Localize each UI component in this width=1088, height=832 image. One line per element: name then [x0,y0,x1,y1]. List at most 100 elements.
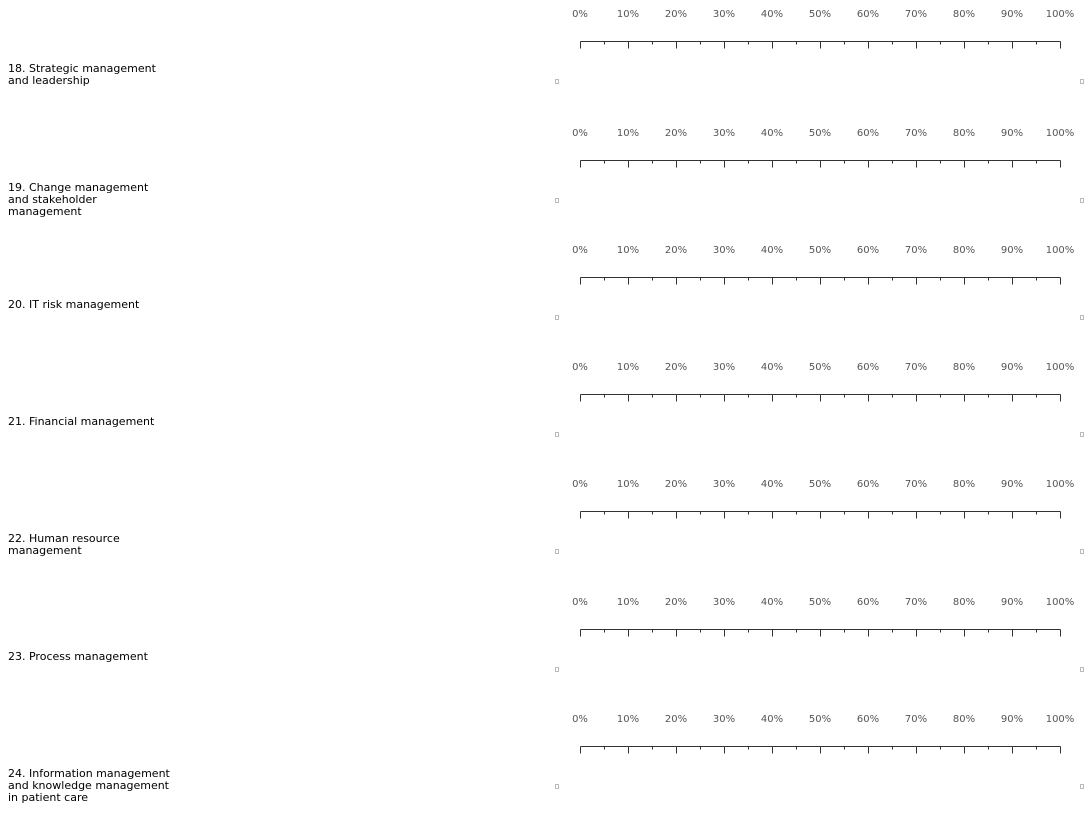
scale-label: 20% [664,245,688,256]
scale-label: 70% [904,714,928,725]
slider-max-handle-icon[interactable] [1080,432,1084,437]
scale-label: 20% [664,362,688,373]
question-label: 21. Financial management [8,415,155,428]
scale-label: 70% [904,362,928,373]
scale-label: 40% [760,245,784,256]
question-row: 0% 10% 20% 30% 40% 50% 60% 70% 80% 90% 100% 22. Hum… [0,479,1088,597]
scale-label: 10% [616,597,640,608]
scale-label: 90% [1000,245,1024,256]
slider-min-handle-icon[interactable] [555,79,559,84]
scale-label: 30% [712,597,736,608]
scale-label: 90% [1000,597,1024,608]
scale-label: 70% [904,597,928,608]
scale-label: 20% [664,9,688,20]
scale-slider-track[interactable] [560,621,1088,641]
scale-labels: 0% 10% 20% 30% 40% 50% 60% 70% 80% 90% 100% [560,362,1088,378]
scale-slider-track[interactable] [560,152,1088,172]
scale-label: 100% [1045,597,1075,608]
scale-label: 10% [616,128,640,139]
scale-label: 20% [664,597,688,608]
question-label: 24. Information management and knowledge… [8,767,170,804]
scale-label: 10% [616,9,640,20]
scale-label: 90% [1000,362,1024,373]
slider-max-handle-icon[interactable] [1080,784,1084,789]
scale-label: 50% [808,128,832,139]
scale-labels: 0% 10% 20% 30% 40% 50% 60% 70% 80% 90% 100% [560,597,1088,613]
scale-label: 60% [856,128,880,139]
scale-label: 70% [904,479,928,490]
scale-labels: 0% 10% 20% 30% 40% 50% 60% 70% 80% 90% 100% [560,128,1088,144]
scale-label: 0% [572,597,588,608]
scale-label: 30% [712,245,736,256]
scale-label: 20% [664,479,688,490]
scale-label: 10% [616,362,640,373]
scale-label: 90% [1000,714,1024,725]
question-row: 0% 10% 20% 30% 40% 50% 60% 70% 80% 90% 100% 18. Str… [0,9,1088,127]
question-label: 22. Human resource management [8,532,120,557]
question-row: 0% 10% 20% 30% 40% 50% 60% 70% 80% 90% 100% 21. Fin… [0,362,1088,480]
question-label: 23. Process management [8,650,148,663]
scale-slider-track[interactable] [560,269,1088,289]
scale-label: 60% [856,245,880,256]
scale-label: 50% [808,245,832,256]
scale-label: 40% [760,714,784,725]
scale-label: 80% [952,128,976,139]
scale-label: 30% [712,479,736,490]
scale-label: 0% [572,479,588,490]
scale-label: 80% [952,597,976,608]
scale-label: 80% [952,362,976,373]
scale-label: 50% [808,714,832,725]
scale-label: 20% [664,128,688,139]
scale-label: 100% [1045,479,1075,490]
scale-slider-track[interactable] [560,738,1088,758]
scale-slider-track[interactable] [560,33,1088,53]
scale-label: 60% [856,714,880,725]
scale-label: 100% [1045,714,1075,725]
scale-labels: 0% 10% 20% 30% 40% 50% 60% 70% 80% 90% 100% [560,479,1088,495]
scale-label: 0% [572,362,588,373]
scale-label: 60% [856,362,880,373]
scale-label: 60% [856,9,880,20]
slider-max-handle-icon[interactable] [1080,549,1084,554]
scale-label: 10% [616,714,640,725]
slider-min-handle-icon[interactable] [555,667,559,672]
scale-label: 0% [572,9,588,20]
question-label: 20. IT risk management [8,298,140,311]
scale-label: 60% [856,479,880,490]
slider-min-handle-icon[interactable] [555,315,559,320]
question-row: 0% 10% 20% 30% 40% 50% 60% 70% 80% 90% 100% 20. IT … [0,245,1088,363]
scale-label: 80% [952,479,976,490]
scale-label: 80% [952,9,976,20]
scale-label: 0% [572,128,588,139]
scale-slider-track[interactable] [560,386,1088,406]
scale-label: 40% [760,479,784,490]
scale-label: 20% [664,714,688,725]
scale-labels: 0% 10% 20% 30% 40% 50% 60% 70% 80% 90% 100% [560,245,1088,261]
slider-min-handle-icon[interactable] [555,784,559,789]
slider-max-handle-icon[interactable] [1080,198,1084,203]
scale-label: 100% [1045,362,1075,373]
scale-label: 60% [856,597,880,608]
slider-min-handle-icon[interactable] [555,198,559,203]
scale-label: 50% [808,479,832,490]
scale-label: 90% [1000,479,1024,490]
slider-max-handle-icon[interactable] [1080,667,1084,672]
slider-min-handle-icon[interactable] [555,549,559,554]
scale-label: 40% [760,9,784,20]
slider-max-handle-icon[interactable] [1080,79,1084,84]
scale-label: 70% [904,9,928,20]
scale-label: 100% [1045,128,1075,139]
scale-slider-track[interactable] [560,503,1088,523]
scale-label: 30% [712,128,736,139]
question-row: 0% 10% 20% 30% 40% 50% 60% 70% 80% 90% 100% 19. Cha… [0,128,1088,246]
scale-label: 50% [808,362,832,373]
slider-min-handle-icon[interactable] [555,432,559,437]
slider-max-handle-icon[interactable] [1080,315,1084,320]
scale-label: 90% [1000,9,1024,20]
scale-label: 100% [1045,245,1075,256]
scale-label: 10% [616,245,640,256]
scale-label: 100% [1045,9,1075,20]
scale-label: 80% [952,714,976,725]
scale-label: 0% [572,245,588,256]
scale-label: 40% [760,362,784,373]
